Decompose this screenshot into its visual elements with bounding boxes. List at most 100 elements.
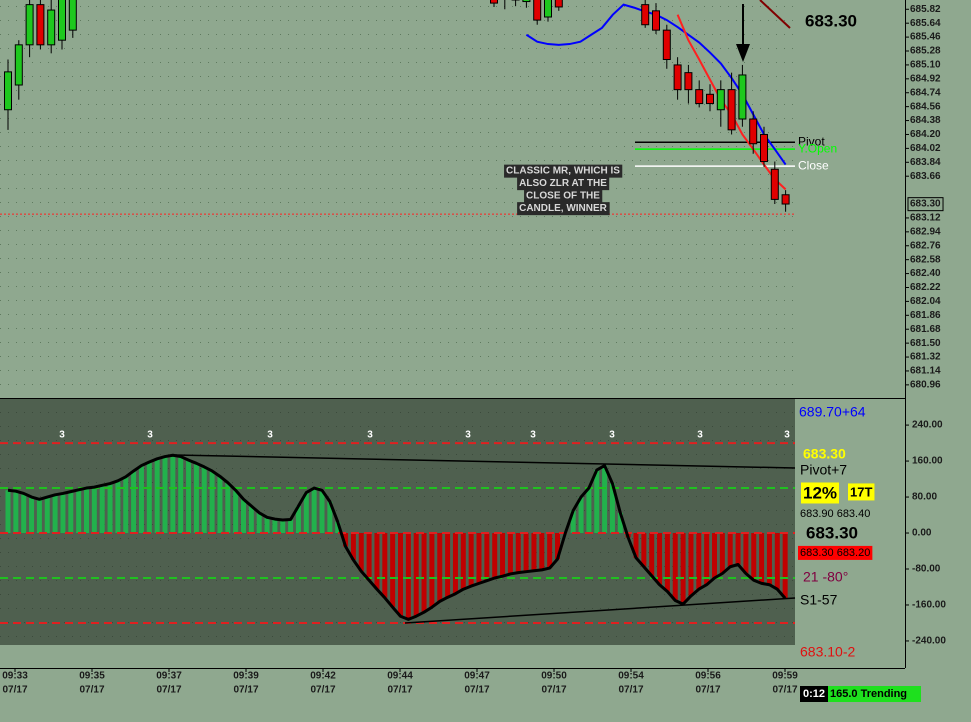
candle-body bbox=[68, 0, 77, 31]
histogram-bar bbox=[523, 533, 529, 572]
y-tick-label: 685.64 bbox=[910, 18, 941, 29]
readout: 17T bbox=[850, 484, 872, 499]
swing-label: 3 bbox=[697, 430, 703, 441]
label-box bbox=[504, 164, 623, 178]
x-tick-date: 07/17 bbox=[2, 685, 27, 696]
histogram-bar bbox=[594, 470, 600, 534]
y-tick-label: 682.58 bbox=[910, 254, 941, 265]
histogram-bar bbox=[201, 466, 207, 534]
x-tick-date: 07/17 bbox=[695, 685, 720, 696]
histogram-bar bbox=[248, 506, 254, 534]
candle-body bbox=[58, 0, 66, 41]
candle-body bbox=[47, 9, 56, 46]
histogram-bar bbox=[586, 488, 592, 534]
readout: 21 -80° bbox=[803, 569, 848, 585]
x-tick-label: 09:59 bbox=[772, 671, 798, 682]
histogram-bar bbox=[712, 533, 717, 578]
candle-body bbox=[684, 72, 693, 91]
histogram-bar bbox=[288, 519, 294, 534]
candle-body bbox=[25, 4, 34, 46]
candle-body bbox=[760, 133, 768, 163]
histogram-bar bbox=[476, 533, 482, 584]
histogram-bar bbox=[68, 491, 74, 534]
histogram-bar bbox=[649, 533, 655, 576]
y-tick-label: 680.96 bbox=[910, 380, 941, 391]
histogram-bar bbox=[507, 533, 513, 574]
candle-body bbox=[544, 0, 552, 18]
y-tick-label: -80.00 bbox=[912, 564, 941, 575]
histogram-bar bbox=[154, 458, 160, 534]
histogram-bar bbox=[727, 533, 733, 567]
histogram-bar bbox=[704, 533, 710, 585]
histogram-bar bbox=[91, 487, 97, 534]
y-tick-label: 682.40 bbox=[910, 268, 941, 279]
histogram-bar bbox=[327, 501, 333, 534]
histogram-bar bbox=[115, 480, 121, 534]
histogram-bar bbox=[719, 533, 725, 574]
candle-body bbox=[652, 10, 660, 31]
annotation: CLOSE OF THE bbox=[526, 191, 600, 202]
price-panel bbox=[0, 0, 795, 215]
swing-label: 3 bbox=[147, 430, 153, 441]
y-tick-label: 682.76 bbox=[910, 240, 941, 251]
histogram-bar bbox=[303, 492, 309, 534]
readout: 689.70+64 bbox=[799, 404, 866, 420]
y-tick-label: 80.00 bbox=[912, 492, 937, 503]
histogram-bar bbox=[602, 465, 608, 534]
histogram-bar bbox=[539, 533, 545, 570]
x-tick-date: 07/17 bbox=[618, 685, 643, 696]
histogram-bar bbox=[382, 533, 388, 598]
level-label: Close bbox=[798, 158, 829, 172]
swing-label: 3 bbox=[530, 430, 536, 441]
foreground: 683.30 0:12 165.0 Trending 685.82 685.64 6… bbox=[2, 0, 946, 702]
y-tick-label: 683.12 bbox=[910, 213, 941, 224]
candle-body bbox=[695, 89, 704, 105]
swing-label: 3 bbox=[609, 430, 615, 441]
x-tick-date: 07/17 bbox=[233, 685, 258, 696]
y-tick-label: 681.68 bbox=[910, 324, 941, 335]
histogram-bar bbox=[664, 533, 670, 592]
x-tick-label: 09:56 bbox=[695, 671, 721, 682]
histogram-bar bbox=[170, 455, 176, 534]
swing-label: 3 bbox=[59, 430, 65, 441]
candle-body bbox=[36, 4, 45, 46]
candle-body bbox=[662, 29, 671, 61]
histogram-bar bbox=[460, 533, 466, 590]
y-tick-label: 683.84 bbox=[910, 157, 941, 168]
histogram-bar bbox=[366, 533, 372, 581]
histogram-bar bbox=[319, 490, 325, 534]
candle-body bbox=[522, 0, 531, 3]
y-tick-label: 682.04 bbox=[910, 296, 941, 307]
histogram-bar bbox=[578, 497, 584, 534]
histogram-bar bbox=[696, 533, 702, 590]
readout: 683.30 683.20 bbox=[800, 547, 870, 559]
y-tick-label: 684.74 bbox=[910, 87, 941, 98]
histogram-bar bbox=[131, 470, 137, 534]
headline-price: 683.30 bbox=[805, 11, 857, 30]
histogram-bar bbox=[421, 533, 427, 613]
x-tick-date: 07/17 bbox=[387, 685, 412, 696]
y-tick-label: 684.02 bbox=[910, 143, 941, 154]
histogram-bar bbox=[162, 456, 168, 534]
x-tick-label: 09:37 bbox=[156, 671, 182, 682]
histogram-bar bbox=[759, 533, 765, 584]
candle-body bbox=[749, 118, 758, 145]
histogram-bar bbox=[413, 533, 419, 617]
histogram-bar bbox=[52, 494, 58, 534]
x-tick-label: 09:33 bbox=[2, 671, 28, 682]
histogram-bar bbox=[735, 533, 741, 565]
timer-box bbox=[800, 686, 828, 702]
histogram-bar bbox=[484, 533, 490, 581]
label-box bbox=[848, 483, 875, 501]
histogram-bar bbox=[36, 499, 42, 534]
histogram-bar bbox=[766, 533, 772, 585]
histogram-bar bbox=[609, 483, 615, 534]
candle-body bbox=[770, 168, 779, 200]
histogram-bar bbox=[44, 497, 50, 534]
histogram-bar bbox=[350, 533, 356, 561]
histogram-bar bbox=[264, 517, 270, 534]
histogram-bar bbox=[374, 533, 380, 590]
candle-body bbox=[554, 0, 563, 8]
swing-label: 3 bbox=[267, 430, 273, 441]
y-tick-label: 684.56 bbox=[910, 101, 941, 112]
